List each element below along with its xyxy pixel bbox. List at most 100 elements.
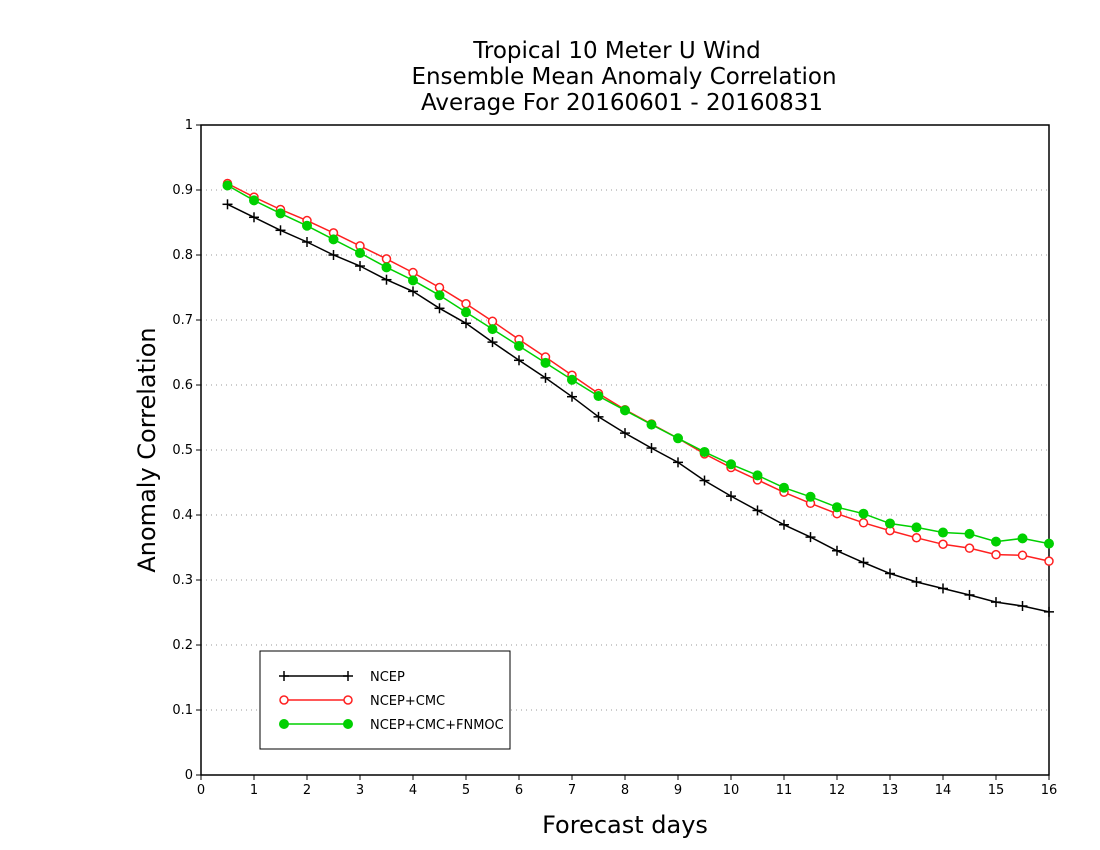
y-axis-ticks: 0 0.1 0.2 0.3 0.4 0.5 0.6 0.7 0.8 0.9 1 bbox=[172, 118, 201, 783]
data-point bbox=[1017, 533, 1028, 544]
data-series bbox=[222, 178, 1054, 617]
data-point bbox=[434, 290, 445, 301]
data-point bbox=[222, 199, 233, 210]
y-tick-label: 0.4 bbox=[172, 508, 193, 523]
legend-marker bbox=[279, 671, 289, 681]
data-point bbox=[938, 583, 948, 594]
data-point bbox=[726, 491, 736, 502]
data-point bbox=[461, 307, 471, 318]
data-point bbox=[408, 275, 418, 286]
x-axis-ticks: 0 1 2 3 4 5 6 7 8 9 10 11 12 13 14 15 16 bbox=[197, 775, 1057, 798]
data-point bbox=[858, 508, 869, 519]
data-point bbox=[540, 372, 551, 383]
data-point bbox=[726, 459, 736, 470]
x-tick-label: 16 bbox=[1041, 783, 1058, 798]
series-ncep-cmc bbox=[222, 178, 1054, 566]
x-tick-label: 13 bbox=[882, 783, 899, 798]
data-point bbox=[434, 303, 445, 314]
data-point bbox=[461, 318, 471, 329]
data-point bbox=[328, 250, 339, 260]
legend-entry: NCEP+CMC bbox=[279, 694, 445, 709]
data-point bbox=[302, 237, 312, 247]
y-tick-label: 0.3 bbox=[172, 573, 193, 588]
y-tick-label: 0.7 bbox=[172, 313, 193, 328]
data-point bbox=[673, 457, 683, 468]
data-point bbox=[991, 597, 1001, 608]
data-point bbox=[991, 536, 1001, 547]
x-axis-label: Forecast days bbox=[542, 811, 708, 839]
data-point bbox=[620, 428, 630, 439]
data-point bbox=[381, 274, 392, 285]
chart-title: Tropical 10 Meter U Wind Ensemble Mean A… bbox=[411, 38, 836, 116]
chart-title-line-1: Tropical 10 Meter U Wind bbox=[472, 38, 761, 64]
data-point bbox=[222, 180, 233, 191]
data-point bbox=[567, 374, 577, 385]
legend-label: NCEP bbox=[370, 670, 405, 685]
data-point bbox=[779, 519, 789, 530]
x-tick-label: 15 bbox=[988, 783, 1005, 798]
legend: NCEP NCEP+CMC NCEP+CMC+FNMOC bbox=[259, 650, 511, 750]
data-point bbox=[593, 411, 604, 422]
x-tick-label: 9 bbox=[674, 783, 682, 798]
data-point bbox=[938, 539, 948, 549]
legend-marker bbox=[279, 695, 289, 705]
data-point bbox=[1044, 556, 1054, 566]
data-point bbox=[964, 543, 975, 553]
data-point bbox=[832, 502, 842, 513]
data-point bbox=[249, 195, 259, 206]
y-tick-label: 0 bbox=[185, 768, 193, 783]
chart-title-line-3: Average For 20160601 - 20160831 bbox=[421, 90, 823, 116]
data-point bbox=[620, 405, 630, 416]
data-point bbox=[646, 419, 657, 430]
data-point bbox=[911, 576, 922, 587]
y-tick-label: 0.5 bbox=[172, 443, 193, 458]
x-tick-label: 1 bbox=[250, 783, 258, 798]
data-point bbox=[381, 254, 392, 264]
data-point bbox=[938, 527, 948, 538]
legend-marker bbox=[343, 719, 353, 729]
x-tick-label: 3 bbox=[356, 783, 364, 798]
data-point bbox=[805, 532, 816, 543]
data-point bbox=[911, 533, 922, 543]
data-point bbox=[779, 482, 789, 493]
x-tick-label: 10 bbox=[723, 783, 740, 798]
legend-marker bbox=[343, 695, 353, 705]
data-point bbox=[911, 522, 922, 533]
y-tick-label: 0.8 bbox=[172, 248, 193, 263]
data-point bbox=[408, 286, 418, 297]
data-point bbox=[1044, 606, 1054, 617]
data-point bbox=[487, 316, 498, 327]
data-point bbox=[964, 528, 975, 539]
data-point bbox=[514, 355, 524, 366]
y-tick-label: 1 bbox=[185, 118, 193, 133]
data-point bbox=[885, 568, 895, 579]
data-point bbox=[832, 545, 842, 556]
y-tick-label: 0.9 bbox=[172, 183, 193, 198]
x-tick-label: 0 bbox=[197, 783, 205, 798]
legend-marker bbox=[279, 719, 289, 729]
x-tick-label: 2 bbox=[303, 783, 311, 798]
data-point bbox=[275, 208, 286, 219]
chart-title-line-2: Ensemble Mean Anomaly Correlation bbox=[411, 64, 836, 90]
data-point bbox=[461, 299, 471, 309]
x-tick-label: 6 bbox=[515, 783, 523, 798]
data-point bbox=[355, 248, 365, 259]
x-tick-label: 12 bbox=[829, 783, 846, 798]
data-point bbox=[858, 557, 869, 568]
legend-label: NCEP+CMC+FNMOC bbox=[370, 718, 504, 733]
data-point bbox=[858, 518, 869, 528]
x-tick-label: 5 bbox=[462, 783, 470, 798]
data-point bbox=[408, 267, 418, 278]
data-point bbox=[699, 475, 710, 486]
y-tick-label: 0.2 bbox=[172, 638, 193, 653]
y-axis-label: Anomaly Correlation bbox=[133, 327, 161, 572]
x-tick-label: 8 bbox=[621, 783, 629, 798]
y-tick-label: 0.1 bbox=[172, 703, 193, 718]
series-ncep bbox=[222, 199, 1054, 617]
data-point bbox=[805, 491, 816, 502]
legend-marker bbox=[343, 671, 353, 681]
data-point bbox=[302, 220, 312, 231]
data-point bbox=[646, 443, 657, 454]
data-point bbox=[540, 357, 551, 368]
